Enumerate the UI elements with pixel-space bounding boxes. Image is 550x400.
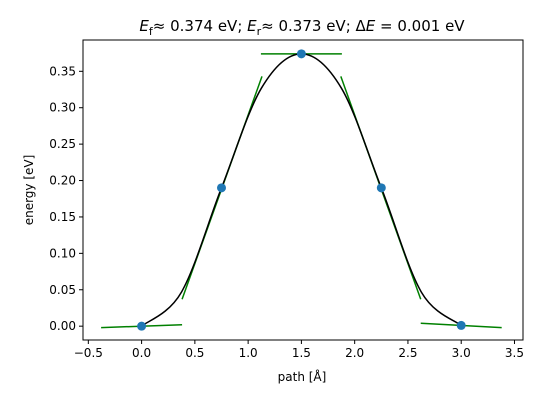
y-axis-label: energy [eV]: [22, 155, 36, 226]
x-tick-label: 0.0: [132, 346, 151, 360]
de-symbol: E: [366, 17, 376, 35]
y-tick-label: 0.30: [49, 101, 76, 115]
y-tick-label: 0.35: [49, 64, 76, 78]
y-tick-label: 0.20: [49, 174, 76, 188]
y-tick-label: 0.10: [49, 246, 76, 260]
x-tick-label: 1.5: [292, 346, 311, 360]
energy-curve: [141, 53, 462, 327]
axes-frame: [82, 39, 524, 341]
data-point-3: [376, 183, 386, 193]
x-axis-label: path [Å]: [278, 369, 327, 384]
ef-value: ≈ 0.374 eV;: [153, 17, 247, 35]
data-point-4: [456, 320, 466, 330]
data-point-0: [137, 321, 147, 331]
chart-title: Ef≈ 0.374 eV; Er≈ 0.373 eV; ΔE = 0.001 e…: [139, 17, 465, 38]
x-axis: −0.5 0.0 0.5 1.0 1.5 2.0 2.5 3.0 3.5: [74, 340, 524, 360]
data-point-1: [216, 183, 226, 193]
y-tick-label: 0.25: [49, 137, 76, 151]
plot-area: [101, 49, 502, 331]
x-tick-label: 3.5: [505, 346, 524, 360]
ef-symbol: E: [139, 17, 149, 35]
y-axis: 0.00 0.05 0.10 0.15 0.20 0.25 0.30 0.35: [49, 64, 83, 333]
er-symbol: E: [247, 17, 257, 35]
x-tick-label: 1.0: [239, 346, 258, 360]
er-value: ≈ 0.373 eV; Δ: [261, 17, 366, 35]
data-point-2: [296, 49, 306, 59]
x-tick-label: 0.5: [185, 346, 204, 360]
y-tick-label: 0.05: [49, 283, 76, 297]
x-tick-label: −0.5: [74, 346, 103, 360]
x-tick-label: 2.5: [398, 346, 417, 360]
x-tick-label: 3.0: [452, 346, 471, 360]
y-tick-label: 0.15: [49, 210, 76, 224]
y-tick-label: 0.00: [49, 319, 76, 333]
x-tick-label: 2.0: [345, 346, 364, 360]
de-value: = 0.001 eV: [375, 17, 465, 35]
ef-sub: f: [149, 25, 154, 38]
er-sub: r: [257, 25, 262, 38]
